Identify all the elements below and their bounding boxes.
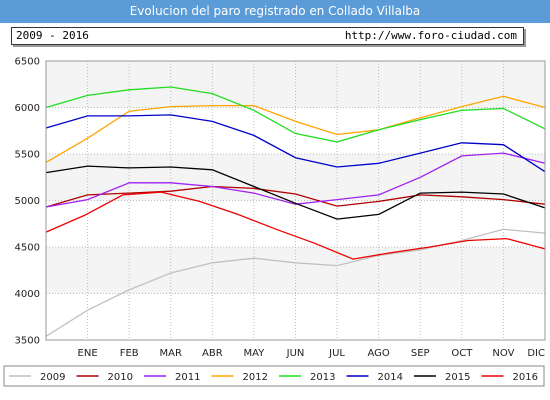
legend-label-2016: 2016: [513, 372, 538, 383]
chart-title-bar: Evolucion del paro registrado en Collado…: [0, 0, 550, 23]
series-line-2012: [45, 95, 546, 163]
series-line-2016: [45, 191, 546, 260]
legend-label-2015: 2015: [445, 372, 470, 383]
y-tick-label: 6000: [15, 103, 40, 114]
x-tick-label: ENE: [78, 348, 98, 359]
plot-band: [46, 61, 545, 108]
legend-label-2010: 2010: [108, 372, 133, 383]
y-tick-label: 4500: [15, 243, 40, 254]
y-tick-label: 5000: [15, 196, 40, 207]
legend-label-2009: 2009: [40, 372, 65, 383]
y-axis-ticks: 3500 4000 4500 5000 5500 6000 6500: [15, 57, 40, 347]
legend: 2009 2010 2011 2012 2013 2014 2015 2016: [3, 365, 545, 387]
series-line-2010: [45, 185, 546, 208]
series-line-2009: [45, 228, 546, 337]
website-url: http://www.foro-ciudad.com: [344, 29, 517, 42]
x-tick-label: FEB: [120, 348, 139, 359]
legend-box: [3, 365, 545, 387]
x-tick-label: OCT: [451, 348, 473, 359]
x-tick-label: NOV: [492, 348, 514, 359]
x-tick-label: JUN: [286, 348, 305, 359]
y-tick-label: 4000: [15, 289, 40, 300]
x-tick-label: DIC: [527, 348, 545, 359]
series-line-2014: [45, 114, 546, 173]
x-tick-label: JUL: [328, 348, 345, 359]
plot-bands: [46, 61, 545, 294]
chart-title: Evolucion del paro registrado en Collado…: [129, 4, 421, 18]
x-tick-label: MAR: [160, 348, 182, 359]
y-tick-label: 5500: [15, 150, 40, 161]
x-tick-label: MAY: [244, 348, 266, 359]
y-tick-label: 6500: [15, 57, 40, 68]
period-label: 2009 - 2016: [16, 29, 89, 42]
x-tick-label: AGO: [368, 348, 390, 359]
info-bar: 2009 - 2016 http://www.foro-ciudad.com: [11, 27, 524, 45]
legend-label-2012: 2012: [243, 372, 268, 383]
y-tick-label: 3500: [15, 336, 40, 347]
series-line-2013: [45, 86, 546, 143]
x-tick-label: ABR: [202, 348, 223, 359]
series-line-2011: [45, 152, 546, 208]
series-lines: [45, 86, 546, 337]
legend-label-2011: 2011: [175, 372, 200, 383]
legend-label-2013: 2013: [310, 372, 335, 383]
x-tick-label: SEP: [411, 348, 430, 359]
legend-label-2014: 2014: [378, 372, 403, 383]
plot-frame: [45, 60, 546, 341]
plot-band: [46, 247, 545, 294]
series-line-2015: [45, 165, 546, 220]
x-axis-ticks: ENE FEB MAR ABR MAY JUN JUL AGO SEP OCT NOV DIC: [78, 348, 545, 359]
